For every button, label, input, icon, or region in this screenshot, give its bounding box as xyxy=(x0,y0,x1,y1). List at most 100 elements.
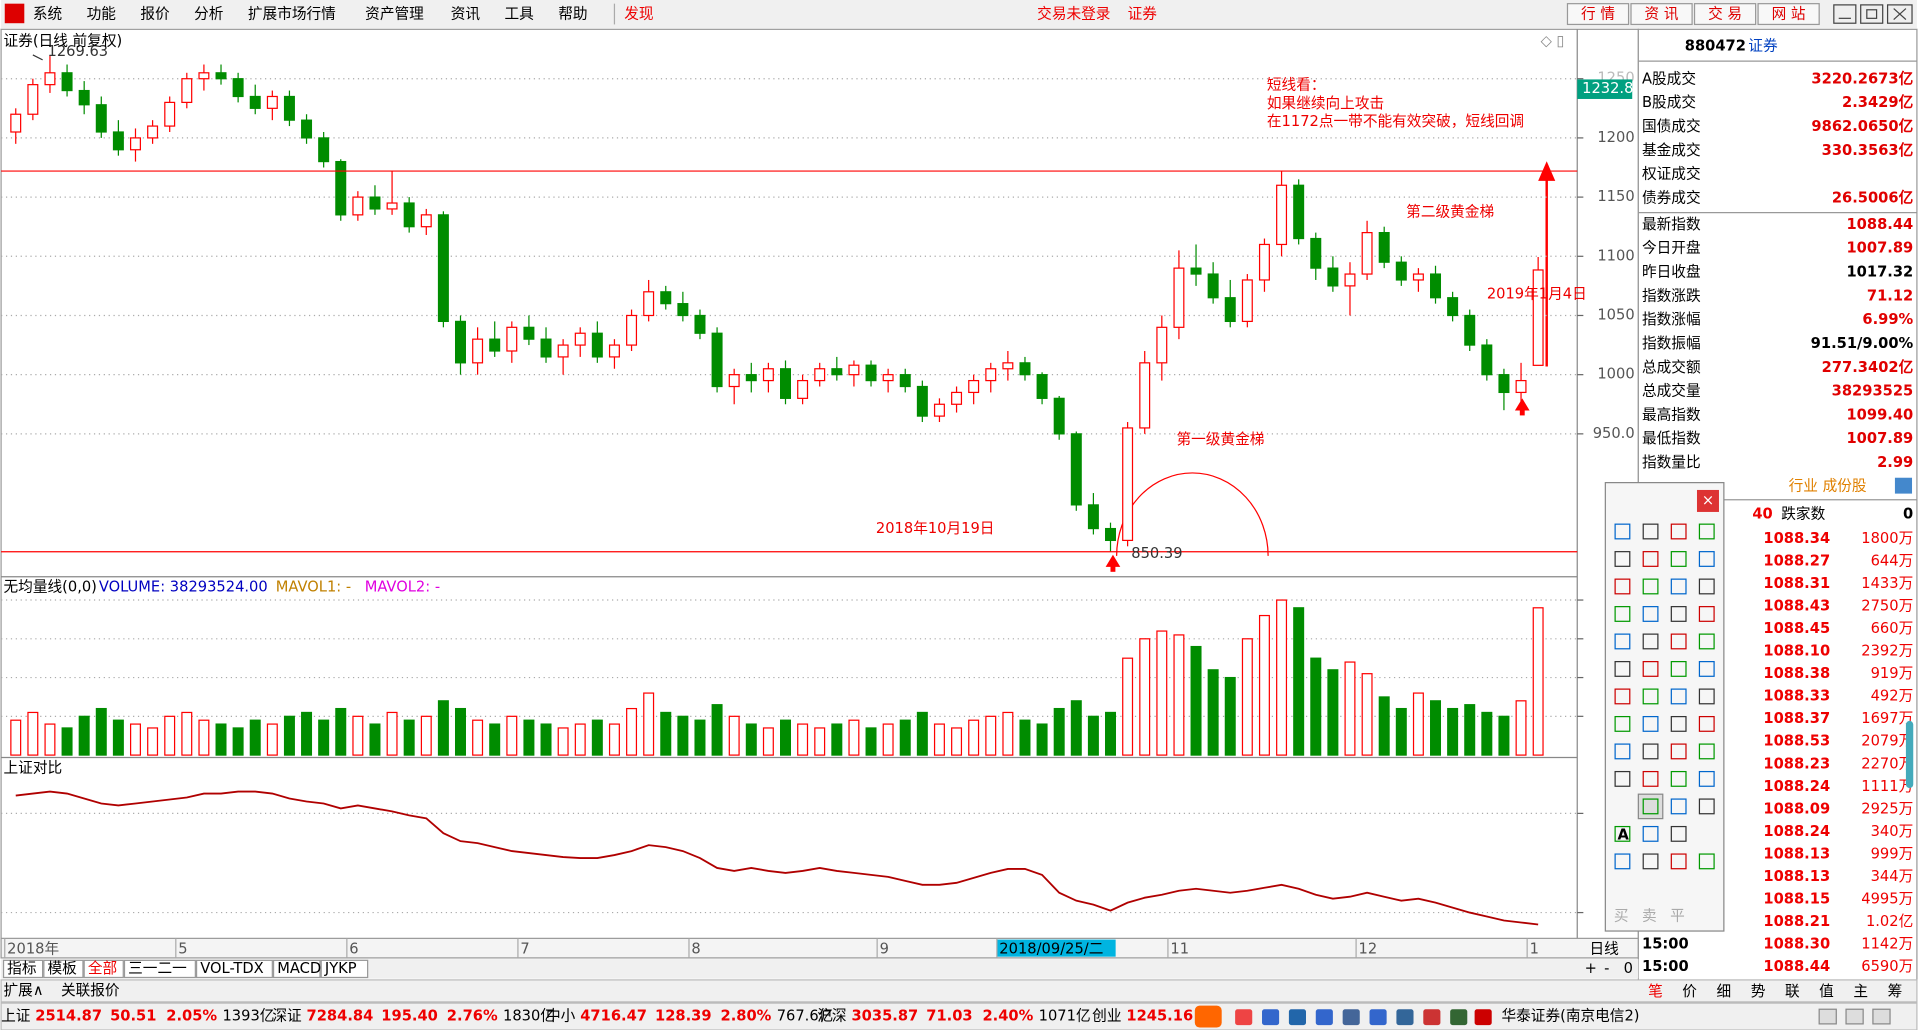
tab-label[interactable]: VOL-TDX xyxy=(200,960,263,977)
palette-tool[interactable] xyxy=(1642,743,1659,760)
palette-tool[interactable] xyxy=(1698,798,1715,815)
candle-body xyxy=(283,95,295,121)
palette-tool[interactable] xyxy=(1670,853,1687,870)
palette-tool[interactable] xyxy=(1642,551,1659,567)
palette-tool[interactable] xyxy=(1698,688,1715,705)
tab[interactable] xyxy=(43,959,84,979)
palette-tool[interactable] xyxy=(1614,770,1631,787)
palette-tool[interactable] xyxy=(1698,551,1715,567)
palette-tool[interactable] xyxy=(1614,551,1631,567)
palette-tool[interactable] xyxy=(1614,661,1631,677)
side-tab[interactable]: 主 xyxy=(1853,983,1868,1000)
palette-tool[interactable] xyxy=(1670,661,1687,677)
side-tab[interactable]: 联 xyxy=(1785,983,1800,1000)
palette-tool[interactable] xyxy=(1614,743,1631,760)
palette-tool[interactable] xyxy=(1670,633,1687,650)
menu-item[interactable]: 资讯 xyxy=(451,6,481,23)
tab-label[interactable]: 模板 xyxy=(48,959,78,977)
tab[interactable] xyxy=(123,959,196,979)
tab-label[interactable]: 扩展∧ xyxy=(4,982,44,999)
palette-tool[interactable] xyxy=(1698,633,1715,650)
zoom-button[interactable]: - xyxy=(1604,960,1609,977)
menu-item[interactable]: 系统 xyxy=(33,6,63,23)
side-tab[interactable]: 笔 xyxy=(1648,983,1663,1000)
side-tab[interactable]: 细 xyxy=(1717,983,1732,1000)
menu-item[interactable]: 分析 xyxy=(194,6,224,23)
palette-tool[interactable] xyxy=(1670,825,1687,842)
palette-tool[interactable] xyxy=(1698,606,1715,622)
tab[interactable] xyxy=(2,959,44,979)
side-tab[interactable]: 价 xyxy=(1682,983,1697,1000)
palette-tool[interactable] xyxy=(1642,606,1659,622)
palette-tool[interactable] xyxy=(1698,770,1715,787)
menu-item[interactable]: 功能 xyxy=(87,6,117,23)
tab-label[interactable]: 指标 xyxy=(7,960,37,977)
palette-tool[interactable] xyxy=(1698,523,1715,540)
palette-tool[interactable] xyxy=(1614,715,1631,732)
tab-label[interactable]: MACD xyxy=(277,960,321,977)
palette-tool[interactable] xyxy=(1670,523,1687,540)
palette-tool[interactable] xyxy=(1642,688,1659,705)
palette-tool[interactable] xyxy=(1670,688,1687,705)
palette-tool[interactable] xyxy=(1670,743,1687,760)
nav-button[interactable] xyxy=(1566,3,1630,26)
side-tab[interactable]: 筹 xyxy=(1888,983,1903,1000)
palette-tool[interactable] xyxy=(1698,715,1715,732)
palette-tool[interactable] xyxy=(1670,578,1687,595)
minimize-button[interactable] xyxy=(1833,4,1857,24)
menu-item[interactable]: 帮助 xyxy=(558,6,587,23)
nav-button-label[interactable]: 资 讯 xyxy=(1645,6,1679,23)
palette-tool[interactable] xyxy=(1642,825,1659,842)
tab-label[interactable]: 三一二一 xyxy=(128,960,187,977)
tab[interactable] xyxy=(320,959,369,979)
palette-tool[interactable] xyxy=(1670,606,1687,622)
palette-tool[interactable] xyxy=(1698,578,1715,595)
palette-tool[interactable] xyxy=(1642,770,1659,787)
palette-tool[interactable] xyxy=(1698,853,1715,870)
palette-tool[interactable] xyxy=(1642,633,1659,650)
nav-button[interactable] xyxy=(1757,3,1820,26)
zoom-button[interactable]: + xyxy=(1585,960,1597,977)
palette-tool[interactable] xyxy=(1614,578,1631,595)
side-tab[interactable]: 值 xyxy=(1819,983,1834,1000)
palette-tool[interactable] xyxy=(1642,853,1659,870)
palette-tool[interactable] xyxy=(1642,523,1659,540)
palette-tool[interactable] xyxy=(1614,853,1631,870)
nav-button-label[interactable]: 行 情 xyxy=(1581,6,1615,23)
nav-button-label[interactable]: 网 站 xyxy=(1772,6,1806,23)
palette-tool[interactable] xyxy=(1670,551,1687,567)
nav-button-label[interactable]: 交 易 xyxy=(1708,5,1742,23)
palette-tool[interactable] xyxy=(1642,715,1659,732)
nav-button[interactable] xyxy=(1630,3,1693,26)
palette-close[interactable] xyxy=(1696,489,1719,512)
menu-item[interactable]: 资产管理 xyxy=(365,6,424,23)
tab-label[interactable]: 关联报价 xyxy=(61,982,120,999)
palette-tool[interactable] xyxy=(1642,661,1659,677)
restore-button[interactable] xyxy=(1860,4,1884,24)
side-tab[interactable]: 势 xyxy=(1751,983,1766,1000)
palette-tool[interactable] xyxy=(1642,578,1659,595)
tab-label[interactable]: JYKP xyxy=(324,960,357,977)
palette-tool[interactable] xyxy=(1614,633,1631,650)
palette-tool[interactable] xyxy=(1670,798,1687,815)
palette-tool[interactable] xyxy=(1670,715,1687,732)
palette-tool[interactable] xyxy=(1642,798,1659,815)
palette-tool[interactable] xyxy=(1698,661,1715,677)
menu-item[interactable]: 扩展市场行情 xyxy=(248,6,336,23)
tab[interactable] xyxy=(195,959,273,979)
menu-item[interactable]: 报价 xyxy=(140,6,170,23)
menu-item[interactable]: 工具 xyxy=(504,6,534,23)
palette-tool[interactable] xyxy=(1670,770,1687,787)
tab-label[interactable]: 全部 xyxy=(88,959,117,977)
palette-tool[interactable] xyxy=(1698,743,1715,760)
tab[interactable] xyxy=(272,959,321,979)
palette-tool[interactable] xyxy=(1614,523,1631,540)
tab[interactable] xyxy=(83,959,124,979)
menu-item[interactable]: 发现 xyxy=(624,6,653,23)
nav-button[interactable] xyxy=(1693,3,1757,26)
palette-tool[interactable] xyxy=(1614,688,1631,705)
zoom-button[interactable]: 0 xyxy=(1624,960,1633,977)
palette-tool[interactable] xyxy=(1614,825,1631,842)
palette-tool[interactable] xyxy=(1614,606,1631,622)
candle-body xyxy=(1481,344,1493,376)
